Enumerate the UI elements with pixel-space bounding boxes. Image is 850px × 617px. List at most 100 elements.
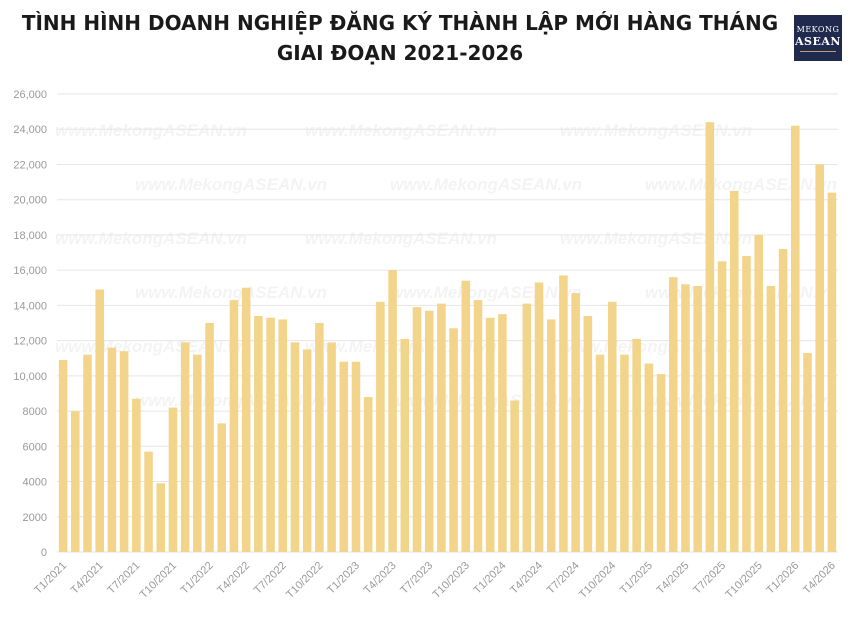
x-tick-label-19: T10/2025 bbox=[723, 560, 764, 601]
x-tick-label-5: T4/2022 bbox=[215, 560, 252, 597]
bar-23 bbox=[339, 361, 349, 552]
bar-39 bbox=[534, 282, 544, 552]
bar-2 bbox=[83, 354, 92, 552]
y-tick-label-8: 16,000 bbox=[13, 265, 47, 277]
x-tick-label-18: T7/2025 bbox=[691, 560, 728, 597]
x-tick-label-17: T4/2025 bbox=[655, 560, 692, 597]
logo-line-2: ASEAN bbox=[795, 35, 841, 48]
x-tick-label-16: T1/2025 bbox=[618, 560, 655, 597]
bar-1 bbox=[71, 411, 80, 552]
watermark-text-0: www.MekongASEAN.vn bbox=[55, 121, 247, 140]
bar-25 bbox=[363, 396, 373, 552]
bar-6 bbox=[132, 398, 141, 552]
watermark-text-10: www.MekongASEAN.vn bbox=[390, 283, 582, 302]
watermark-text-4: www.MekongASEAN.vn bbox=[390, 175, 582, 194]
bar-59 bbox=[778, 249, 788, 552]
x-tick-label-0: T1/2021 bbox=[32, 560, 69, 597]
bar-5 bbox=[119, 351, 129, 552]
bar-35 bbox=[485, 317, 495, 552]
bar-48 bbox=[644, 363, 654, 552]
y-tick-label-0: 0 bbox=[41, 547, 47, 559]
bar-13 bbox=[217, 423, 227, 552]
watermark-text-12: www.MekongASEAN.vn bbox=[55, 337, 247, 356]
x-tick-label-7: T10/2022 bbox=[284, 560, 325, 601]
bar-22 bbox=[327, 342, 336, 552]
bar-18 bbox=[278, 319, 288, 552]
bar-56 bbox=[742, 256, 751, 552]
watermark-text-2: www.MekongASEAN.vn bbox=[560, 121, 752, 140]
bar-52 bbox=[693, 286, 702, 552]
bar-40 bbox=[546, 319, 556, 552]
bar-49 bbox=[656, 374, 666, 552]
y-tick-label-6: 12,000 bbox=[13, 336, 47, 348]
x-tick-label-15: T10/2024 bbox=[577, 560, 618, 601]
bar-41 bbox=[559, 275, 568, 552]
watermark-text-5: www.MekongASEAN.vn bbox=[645, 175, 837, 194]
y-tick-label-11: 22,000 bbox=[13, 159, 47, 171]
bars bbox=[58, 122, 837, 552]
x-tick-label-14: T7/2024 bbox=[545, 560, 582, 597]
watermark-text-11: www.MekongASEAN.vn bbox=[645, 283, 837, 302]
bar-60 bbox=[791, 125, 800, 552]
bar-11 bbox=[193, 354, 202, 552]
bar-53 bbox=[705, 122, 715, 552]
bar-46 bbox=[620, 354, 629, 552]
bar-63 bbox=[827, 192, 837, 552]
x-tick-label-8: T1/2023 bbox=[325, 560, 362, 597]
bar-29 bbox=[412, 307, 422, 552]
bar-32 bbox=[449, 328, 458, 552]
y-axis: 0 2000 4000 6000 8000 10,000 12,000 14,000 16,00… bbox=[13, 89, 47, 559]
bar-61 bbox=[803, 352, 812, 552]
bar-55 bbox=[730, 190, 739, 552]
bar-33 bbox=[461, 280, 471, 552]
y-tick-label-3: 6000 bbox=[23, 441, 47, 453]
logo-rule bbox=[800, 51, 836, 52]
x-tick-label-2: T7/2021 bbox=[105, 560, 142, 597]
bar-38 bbox=[522, 303, 532, 552]
bar-17 bbox=[266, 317, 275, 552]
y-tick-label-4: 8000 bbox=[23, 406, 47, 418]
bar-14 bbox=[229, 300, 239, 552]
bar-47 bbox=[632, 338, 641, 552]
y-tick-label-5: 10,000 bbox=[13, 371, 47, 383]
bar-27 bbox=[388, 270, 397, 552]
bar-12 bbox=[205, 323, 214, 552]
bar-10 bbox=[180, 342, 190, 552]
bar-16 bbox=[254, 315, 263, 552]
bar-15 bbox=[241, 287, 251, 552]
bar-28 bbox=[400, 338, 410, 552]
bar-0 bbox=[58, 359, 68, 552]
bar-37 bbox=[510, 400, 519, 552]
bar-8 bbox=[156, 483, 165, 552]
y-tick-label-7: 14,000 bbox=[13, 300, 47, 312]
bar-31 bbox=[437, 303, 446, 552]
bar-9 bbox=[168, 407, 178, 552]
bar-57 bbox=[754, 234, 763, 552]
x-tick-label-10: T7/2023 bbox=[398, 560, 435, 597]
bar-19 bbox=[290, 342, 300, 552]
x-tick-label-6: T7/2022 bbox=[252, 560, 289, 597]
bar-45 bbox=[607, 301, 617, 552]
bar-62 bbox=[815, 164, 824, 552]
x-tick-label-1: T4/2021 bbox=[69, 560, 106, 597]
bar-7 bbox=[144, 451, 153, 552]
y-tick-label-1: 2000 bbox=[23, 512, 47, 524]
x-tick-label-21: T4/2026 bbox=[801, 560, 838, 597]
watermark-text-17: www.MekongASEAN.vn bbox=[645, 391, 837, 410]
x-tick-label-12: T1/2024 bbox=[472, 560, 509, 597]
x-tick-label-20: T1/2026 bbox=[764, 560, 801, 597]
mekong-asean-logo: MEKONG ASEAN bbox=[794, 15, 842, 61]
bar-36 bbox=[498, 314, 507, 552]
bar-3 bbox=[95, 289, 104, 552]
logo-line-1: MEKONG bbox=[796, 25, 840, 34]
bar-20 bbox=[302, 349, 312, 552]
bar-54 bbox=[717, 261, 727, 552]
watermark-text-7: www.MekongASEAN.vn bbox=[305, 229, 497, 248]
watermark-text-6: www.MekongASEAN.vn bbox=[55, 229, 247, 248]
bar-34 bbox=[473, 300, 483, 552]
watermark-text-3: www.MekongASEAN.vn bbox=[135, 175, 327, 194]
bar-44 bbox=[595, 354, 605, 552]
bar-50 bbox=[668, 277, 678, 552]
bar-24 bbox=[351, 361, 361, 552]
